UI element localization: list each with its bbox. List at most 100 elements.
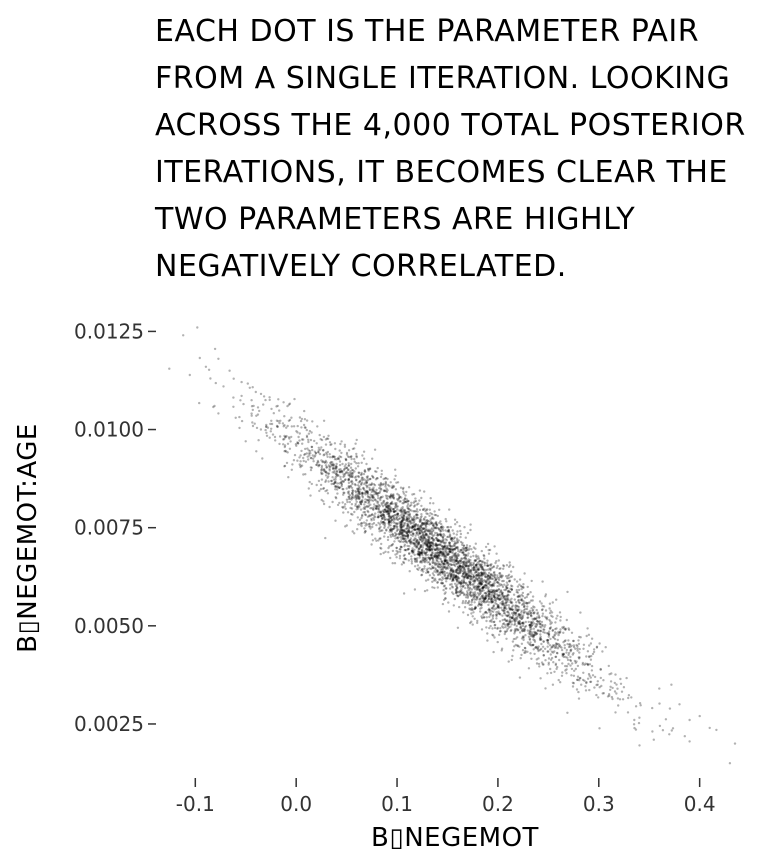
scatter-point [394,521,397,525]
scatter-point [378,511,382,514]
scatter-point [379,496,383,499]
scatter-point [502,609,505,613]
scatter-point [530,657,533,660]
scatter-point [481,616,484,620]
scatter-point [436,580,439,584]
scatter-point [417,533,420,537]
scatter-point [472,551,475,554]
scatter-point [441,572,445,575]
scatter-point [524,607,527,611]
scatter-point [364,505,367,509]
scatter-point [606,695,610,698]
scatter-point [400,529,404,532]
scatter-point [494,602,497,605]
scatter-point [422,542,425,545]
scatter-point [429,518,432,521]
scatter-point [351,530,354,533]
scatter-point [214,381,217,385]
scatter-point [510,605,514,609]
scatter-point [427,556,430,559]
scatter-point [475,555,478,559]
scatter-point [490,600,494,603]
scatter-point [426,512,429,516]
scatter-point [486,639,489,642]
scatter-point [363,469,367,472]
scatter-point [407,486,411,489]
scatter-point [457,560,460,563]
scatter-point [375,488,378,492]
scatter-point [444,591,447,594]
scatter-point [427,545,430,548]
scatter-point [403,548,406,552]
scatter-point [450,575,453,578]
scatter-point [488,610,491,614]
scatter-point [382,500,385,503]
scatter-point [464,557,468,560]
scatter-point [382,513,385,517]
scatter-point [293,453,297,457]
scatter-point [321,460,324,464]
scatter-point [355,496,358,500]
scatter-point [304,473,307,476]
scatter-point [553,644,556,647]
scatter-point [516,629,520,632]
scatter-point [427,571,430,574]
scatter-point [455,578,458,581]
scatter-point [315,463,319,466]
scatter-point [488,601,491,604]
scatter-point [507,573,511,576]
scatter-point [472,575,475,578]
scatter-point [478,576,481,580]
scatter-point [330,479,333,483]
scatter-point [371,457,374,460]
scatter-point [317,450,320,454]
scatter-point [401,506,404,509]
scatter-point [375,492,378,495]
scatter-point [340,485,343,488]
scatter-point [501,591,504,594]
scatter-point [402,518,405,521]
scatter-point [523,628,526,631]
scatter-point [295,444,298,447]
scatter-point [639,704,642,707]
scatter-point [460,549,463,552]
scatter-point [418,518,422,522]
scatter-point [329,461,332,465]
scatter-point [474,606,477,609]
scatter-point [608,694,611,697]
scatter-point [388,514,391,518]
scatter-point [480,595,483,598]
scatter-point [474,564,478,567]
scatter-point [489,613,492,617]
scatter-point [356,497,359,500]
scatter-point [356,495,360,498]
scatter-point [313,455,316,458]
scatter-point [377,497,380,500]
scatter-point [474,559,477,562]
scatter-point [438,551,441,554]
scatter-point [389,528,392,531]
scatter-point [429,522,432,525]
scatter-point [488,607,491,610]
scatter-point [462,562,465,565]
scatter-point [570,667,574,671]
scatter-point [452,579,455,582]
scatter-point [327,434,330,437]
scatter-point [445,566,448,570]
scatter-point [424,521,428,525]
scatter-point [391,542,395,546]
scatter-point [484,596,487,599]
scatter-point [309,438,313,442]
scatter-point [438,527,441,530]
scatter-point [324,464,328,467]
scatter-point [421,539,424,543]
scatter-point [563,646,566,650]
scatter-point [251,424,255,428]
scatter-point [353,460,356,463]
scatter-point [452,537,456,540]
scatter-point [487,571,491,575]
scatter-point [576,675,580,678]
scatter-point [460,543,464,546]
scatter-point [411,525,415,529]
scatter-point [430,556,433,559]
